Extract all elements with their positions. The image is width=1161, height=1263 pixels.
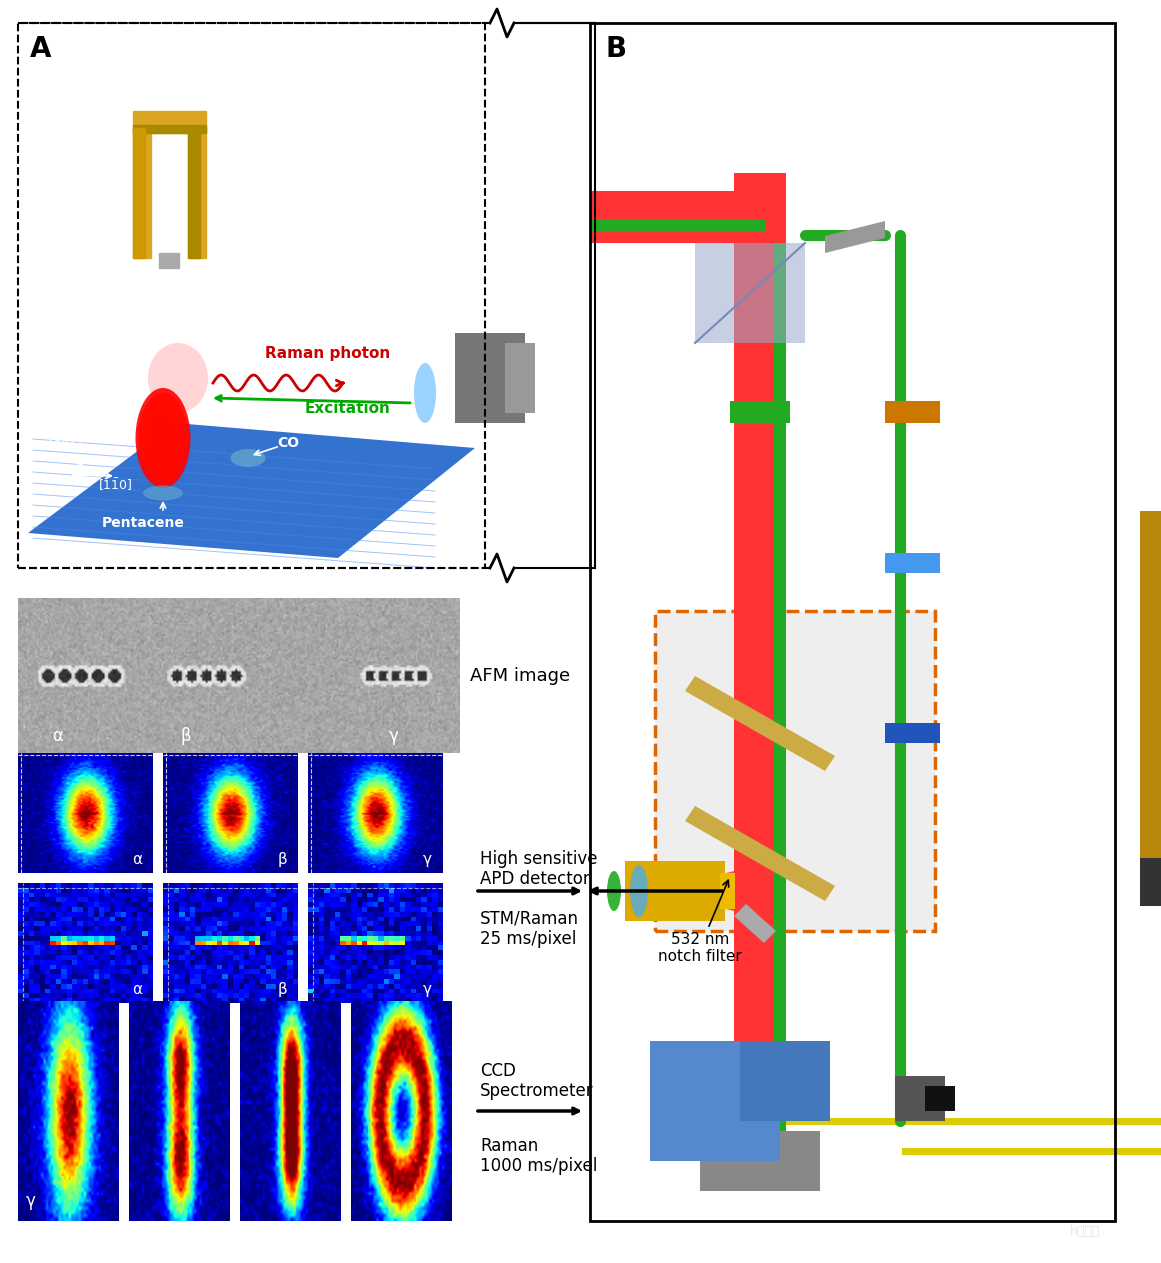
Bar (625, 861, 724, 921)
Text: [001]: [001] (49, 438, 82, 451)
Polygon shape (734, 904, 776, 943)
Bar (730, 400, 789, 423)
Text: STM/Raman
25 ms/pixel: STM/Raman 25 ms/pixel (479, 909, 579, 949)
Text: C: C (19, 602, 38, 632)
Polygon shape (695, 242, 805, 344)
Ellipse shape (154, 423, 172, 453)
Bar (885, 553, 940, 573)
Text: β: β (181, 727, 192, 745)
Text: Raman
1000 ms/pixel: Raman 1000 ms/pixel (479, 1137, 598, 1176)
Ellipse shape (607, 871, 621, 911)
Bar (885, 722, 940, 743)
Polygon shape (825, 221, 885, 253)
Bar (134, 128, 145, 258)
Polygon shape (895, 1076, 945, 1122)
Bar (740, 1041, 830, 1122)
Bar (774, 242, 786, 1191)
Bar (590, 23, 1115, 1221)
Bar (650, 1041, 780, 1161)
Ellipse shape (143, 485, 183, 500)
Polygon shape (685, 806, 835, 901)
Ellipse shape (152, 418, 174, 458)
Bar (134, 128, 151, 258)
Bar (590, 218, 766, 231)
Text: β: β (277, 983, 287, 997)
Ellipse shape (146, 408, 180, 469)
Bar (134, 125, 205, 133)
Ellipse shape (136, 388, 190, 488)
Text: γ: γ (424, 853, 432, 866)
Bar (455, 333, 525, 423)
Bar (188, 128, 200, 258)
Polygon shape (654, 871, 734, 911)
Text: Excitation: Excitation (305, 400, 391, 416)
Text: CO: CO (277, 436, 300, 450)
Ellipse shape (140, 398, 185, 477)
Bar (720, 873, 735, 909)
Text: β: β (277, 853, 287, 866)
Bar (159, 253, 179, 268)
Text: α: α (132, 983, 142, 997)
Bar (188, 128, 205, 258)
Ellipse shape (414, 362, 437, 423)
Ellipse shape (144, 403, 182, 474)
Text: D: D (19, 720, 41, 748)
Bar (655, 611, 935, 931)
Bar (134, 111, 205, 133)
Bar (734, 173, 786, 1191)
Bar (1140, 858, 1161, 906)
Bar (505, 344, 535, 413)
Bar (885, 400, 940, 423)
Polygon shape (28, 423, 475, 558)
Text: γ: γ (424, 983, 432, 997)
Bar (590, 191, 786, 242)
Text: α: α (52, 727, 63, 745)
Ellipse shape (231, 450, 266, 467)
Ellipse shape (147, 344, 208, 413)
Ellipse shape (150, 413, 176, 464)
Text: [1$\bar{1}$0]: [1$\bar{1}$0] (98, 476, 132, 493)
Ellipse shape (158, 428, 168, 448)
Text: E: E (19, 967, 37, 997)
Text: γ: γ (389, 727, 398, 745)
Ellipse shape (138, 393, 188, 482)
Text: AFM image: AFM image (470, 667, 570, 685)
Bar (1140, 512, 1161, 861)
Bar (925, 1086, 956, 1111)
Polygon shape (685, 676, 835, 770)
Ellipse shape (630, 865, 648, 917)
Text: α: α (132, 853, 142, 866)
Text: A: A (30, 35, 51, 63)
Text: High sensitive
APD detector: High sensitive APD detector (479, 850, 598, 888)
Text: γ: γ (26, 1192, 36, 1210)
Ellipse shape (160, 433, 166, 443)
Text: CCD
Spectrometer: CCD Spectrometer (479, 1062, 593, 1100)
Text: 532 nm
notch filter: 532 nm notch filter (658, 880, 742, 964)
Bar (700, 1130, 820, 1191)
Bar (19, 23, 485, 568)
Text: Pentacene: Pentacene (101, 517, 185, 530)
Text: Raman photon: Raman photon (266, 346, 390, 361)
Text: B: B (605, 35, 626, 63)
Text: h信息网: h信息网 (1069, 1225, 1099, 1238)
